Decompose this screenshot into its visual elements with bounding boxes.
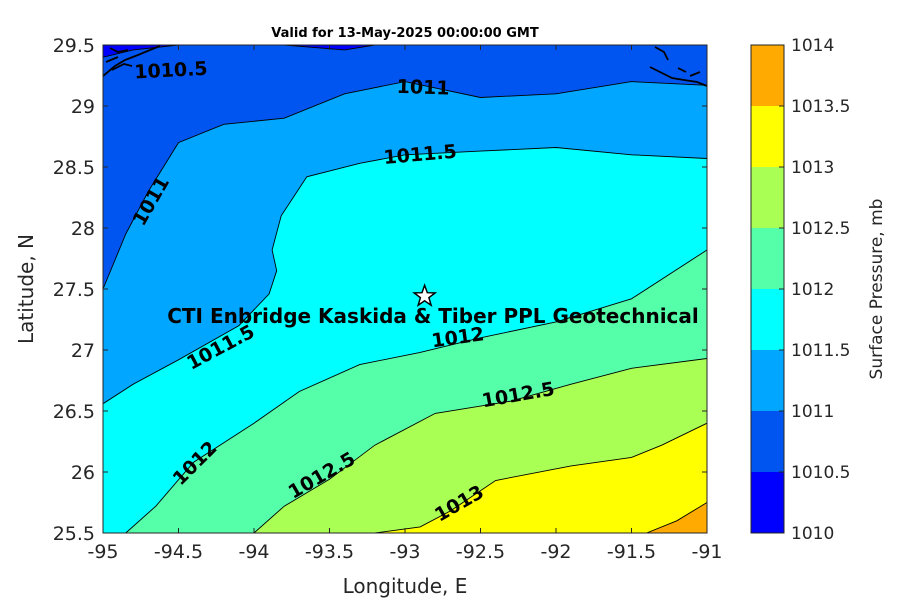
colorbar-swatch xyxy=(751,472,784,533)
y-axis-label: Latitude, N xyxy=(14,234,38,344)
colorbar: 1010 1010.5 1011 1011.5 1012 1012.5 1013 1013.5… xyxy=(750,36,887,544)
site-annotation: CTI Enbridge Kaskida & Tiber PPL Geotech… xyxy=(167,304,699,328)
colorbar-swatch xyxy=(751,45,784,106)
x-tick-label: -95 xyxy=(87,541,118,563)
y-tick-label: 28 xyxy=(71,218,95,240)
colorbar-swatch xyxy=(751,167,784,228)
contour-lines xyxy=(103,45,707,533)
contour-label: 1010.5 xyxy=(134,58,208,84)
band-1013.5 xyxy=(646,502,707,533)
colorbar-tick-label: 1011.5 xyxy=(791,341,850,361)
colorbar-tick-label: 1014 xyxy=(791,36,834,56)
colorbar-tick-label: 1012.5 xyxy=(791,219,850,239)
y-tick-label: 29.5 xyxy=(53,35,95,57)
site-marker xyxy=(412,283,438,308)
chart-title: Valid for 13-May-2025 00:00:00 GMT xyxy=(271,26,539,41)
contour-line-1011 xyxy=(103,81,707,290)
coastline-east xyxy=(649,46,707,87)
colorbar-tick-label: 1010 xyxy=(791,524,834,544)
colorbar-tick-label: 1013.5 xyxy=(791,97,850,117)
colorbar-swatches xyxy=(751,45,784,533)
colorbar-tick-label: 1013 xyxy=(791,158,834,178)
contour-line-1010.5 xyxy=(284,45,375,51)
x-tick-label: -92.5 xyxy=(456,541,505,563)
x-tick-label: -94.5 xyxy=(154,541,203,563)
colorbar-label: Surface Pressure, mb xyxy=(867,199,887,380)
y-tick-label: 26 xyxy=(71,462,95,484)
x-tick-label: -91 xyxy=(691,541,722,563)
y-tick-label: 29 xyxy=(71,96,95,118)
x-axis-ticks: -95 -94.5 -94 -93.5 -93 -92.5 -92 -91.5 -91 xyxy=(87,45,723,563)
contour-label: 1011 xyxy=(396,76,450,100)
y-tick-label: 27.5 xyxy=(53,279,95,301)
x-tick-label: -91.5 xyxy=(607,541,656,563)
colorbar-tick-label: 1011 xyxy=(791,402,834,422)
contour-line-1010.5 xyxy=(103,45,179,58)
contour-line-1013.5 xyxy=(646,502,707,533)
site-star-icon xyxy=(412,283,438,308)
contour-line-1012 xyxy=(125,249,707,533)
colorbar-swatch xyxy=(751,106,784,167)
colorbar-swatch xyxy=(751,411,784,472)
contour-line-1012.5 xyxy=(253,358,707,533)
colorbar-tick-label: 1010.5 xyxy=(791,463,850,483)
colorbar-ticks: 1010 1010.5 1011 1011.5 1012 1012.5 1013 1013.5… xyxy=(779,36,850,544)
y-tick-label: 26.5 xyxy=(53,401,95,423)
x-tick-label: -93 xyxy=(389,541,420,563)
colorbar-swatch xyxy=(751,350,784,411)
contour-fills xyxy=(103,45,707,533)
x-axis-label: Longitude, E xyxy=(343,574,468,598)
colorbar-swatch xyxy=(751,228,784,289)
y-axis-ticks: 25.5 26 26.5 27 27.5 28 28.5 29 29.5 xyxy=(53,35,707,545)
colorbar-swatch xyxy=(751,289,784,350)
coastline xyxy=(103,45,707,87)
colorbar-tick-label: 1012 xyxy=(791,280,834,300)
contour-line-1013 xyxy=(374,422,707,533)
x-tick-label: -92 xyxy=(540,541,571,563)
y-tick-label: 27 xyxy=(71,340,95,362)
y-tick-label: 25.5 xyxy=(53,523,95,545)
y-tick-label: 28.5 xyxy=(53,157,95,179)
coastline-west xyxy=(103,45,161,77)
x-tick-label: -94 xyxy=(238,541,269,563)
contour-line-1011.5 xyxy=(103,147,707,405)
band-1013 xyxy=(374,423,707,533)
x-tick-label: -93.5 xyxy=(305,541,354,563)
